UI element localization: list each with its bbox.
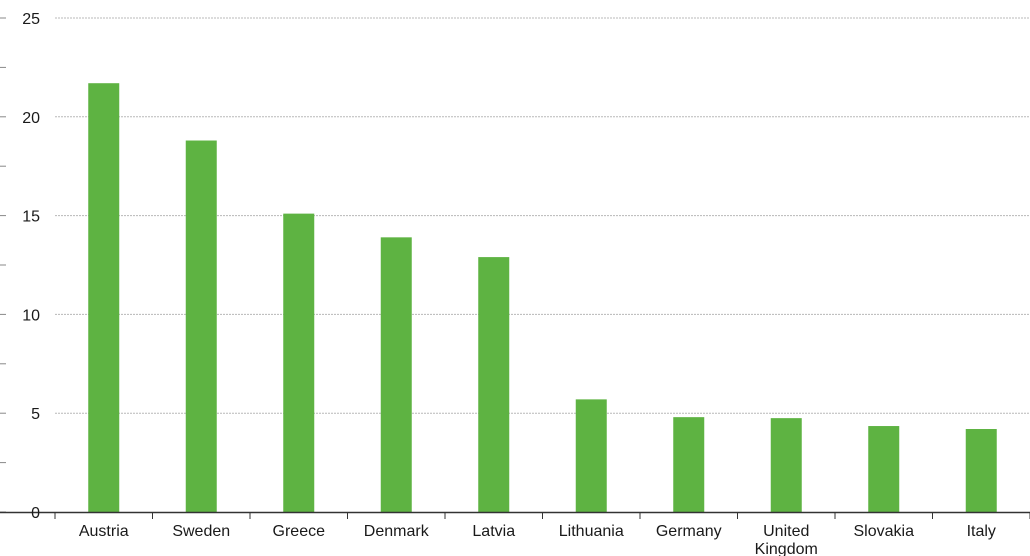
bar-latvia <box>478 257 510 512</box>
bar-denmark <box>380 237 412 512</box>
y-tick-label: 0 <box>31 505 40 522</box>
y-tick-labels: 0 5 10 15 20 25 <box>22 11 40 522</box>
x-tick-labels: Austria Sweden Greece Denmark Latvia Lithuani… <box>79 523 996 556</box>
y-tick-label: 15 <box>22 209 40 226</box>
x-tick-label: Italy <box>967 523 996 540</box>
bar-lithuania <box>575 399 607 512</box>
bar-italy <box>965 429 997 512</box>
y-tick-label: 5 <box>31 406 40 423</box>
bar-sweden <box>185 140 217 512</box>
y-tick-label: 25 <box>22 11 40 28</box>
bar-united-kingdom <box>770 418 802 512</box>
x-tick-label: Slovakia <box>854 523 915 540</box>
bar-greece <box>283 213 315 512</box>
x-tick-label: Austria <box>79 523 129 540</box>
bar-germany <box>673 417 705 512</box>
bar-austria <box>88 83 120 512</box>
x-tick-label: Germany <box>656 523 722 540</box>
x-tick-label: Latvia <box>472 523 515 540</box>
axes <box>0 17 1030 519</box>
x-tick-label: Denmark <box>364 523 430 540</box>
x-tick-label: Sweden <box>172 523 230 540</box>
x-tick-label: United Kingdom <box>755 523 818 556</box>
gridlines <box>55 17 1030 414</box>
y-tick-label: 20 <box>22 110 40 127</box>
bar-slovakia <box>868 426 900 512</box>
bars <box>88 83 997 512</box>
y-tick-label: 10 <box>22 307 40 324</box>
x-tick-label: Greece <box>273 523 326 540</box>
x-tick-label: Lithuania <box>559 523 624 540</box>
